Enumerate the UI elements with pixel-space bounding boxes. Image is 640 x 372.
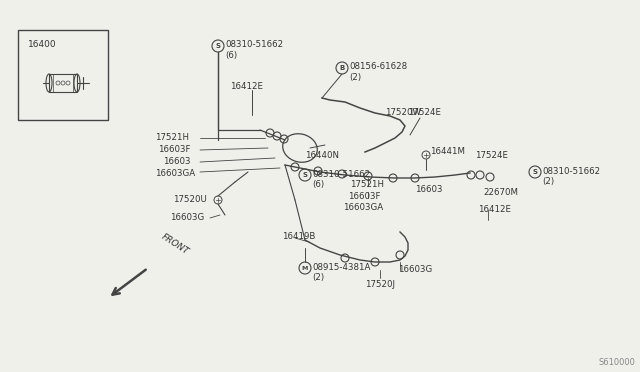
- Text: 16603GA: 16603GA: [155, 170, 195, 179]
- Text: 16603: 16603: [163, 157, 191, 167]
- Text: B: B: [339, 65, 344, 71]
- Text: (6): (6): [312, 180, 324, 189]
- Text: 16603F: 16603F: [348, 192, 381, 201]
- Text: 16603: 16603: [415, 185, 442, 194]
- Text: 16400: 16400: [28, 40, 56, 49]
- Text: S: S: [303, 172, 307, 178]
- Bar: [49, 74, 77, 92]
- Text: 16412E: 16412E: [230, 82, 263, 91]
- Text: 08156-61628: 08156-61628: [349, 62, 407, 71]
- Text: 17520J: 17520J: [365, 280, 395, 289]
- Text: 08310-51662: 08310-51662: [542, 167, 600, 176]
- Text: (2): (2): [542, 177, 554, 186]
- Text: 08310-51662: 08310-51662: [312, 170, 370, 179]
- Text: 17524E: 17524E: [408, 108, 441, 117]
- Text: S: S: [216, 43, 221, 49]
- Text: 16603G: 16603G: [398, 265, 432, 274]
- Text: 08310-51662: 08310-51662: [225, 40, 283, 49]
- Text: 17520W: 17520W: [385, 108, 421, 117]
- Text: 16603GA: 16603GA: [343, 203, 383, 212]
- Text: 22670M: 22670M: [483, 188, 518, 197]
- Text: 08915-4381A: 08915-4381A: [312, 263, 371, 272]
- Text: 16603F: 16603F: [158, 145, 191, 154]
- Bar: [18, 30, 108, 120]
- Text: 17521H: 17521H: [155, 134, 189, 142]
- Text: M: M: [302, 266, 308, 270]
- Text: S: S: [532, 169, 538, 175]
- Text: 17521H: 17521H: [350, 180, 384, 189]
- Text: 16419B: 16419B: [282, 232, 316, 241]
- Text: 17520U: 17520U: [173, 196, 207, 205]
- Text: (2): (2): [349, 73, 361, 82]
- Text: 16412E: 16412E: [478, 205, 511, 214]
- Text: S610000: S610000: [598, 358, 635, 367]
- Text: (6): (6): [225, 51, 237, 60]
- Text: 16440N: 16440N: [305, 151, 339, 160]
- Text: 17524E: 17524E: [475, 151, 508, 160]
- Text: 16603G: 16603G: [170, 214, 204, 222]
- Text: 16441M: 16441M: [430, 147, 465, 156]
- Text: (2): (2): [312, 273, 324, 282]
- Text: FRONT: FRONT: [160, 232, 191, 256]
